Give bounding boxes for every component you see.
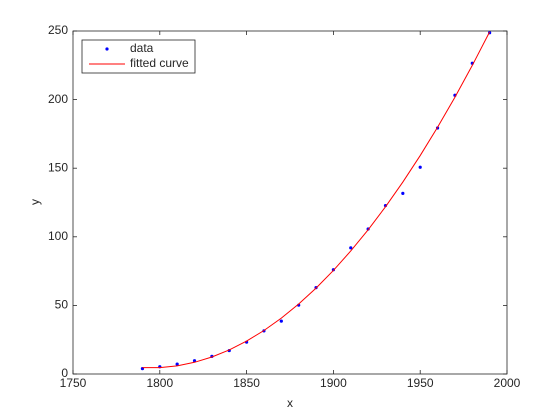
x-tick-label: 1900: [320, 376, 347, 390]
y-tick-label: 150: [48, 160, 68, 174]
x-tick-label: 1800: [146, 376, 173, 390]
fitted-line: [142, 31, 491, 369]
y-tick-label: 50: [55, 298, 69, 312]
legend-box: [81, 39, 196, 74]
x-tick-label: 2000: [494, 376, 521, 390]
x-tick-label: 1950: [407, 376, 434, 390]
x-tick-label: 1850: [233, 376, 260, 390]
data-point: [175, 362, 179, 366]
legend-label: data: [130, 41, 154, 55]
y-tick-label: 0: [61, 366, 68, 380]
plot-area: [72, 30, 508, 375]
data-point: [401, 191, 405, 195]
y-tick-label: 100: [48, 229, 68, 243]
y-axis-label: y: [28, 199, 42, 205]
y-tick-label: 250: [48, 23, 68, 37]
x-axis-label: x: [287, 396, 293, 410]
x-tick-label: 1750: [60, 376, 87, 390]
data-point: [418, 165, 422, 169]
legend-marker: [105, 47, 109, 51]
legend-label: fitted curve: [130, 56, 189, 70]
y-tick-label: 200: [48, 92, 68, 106]
data-point: [349, 246, 353, 250]
data-point: [279, 319, 283, 323]
